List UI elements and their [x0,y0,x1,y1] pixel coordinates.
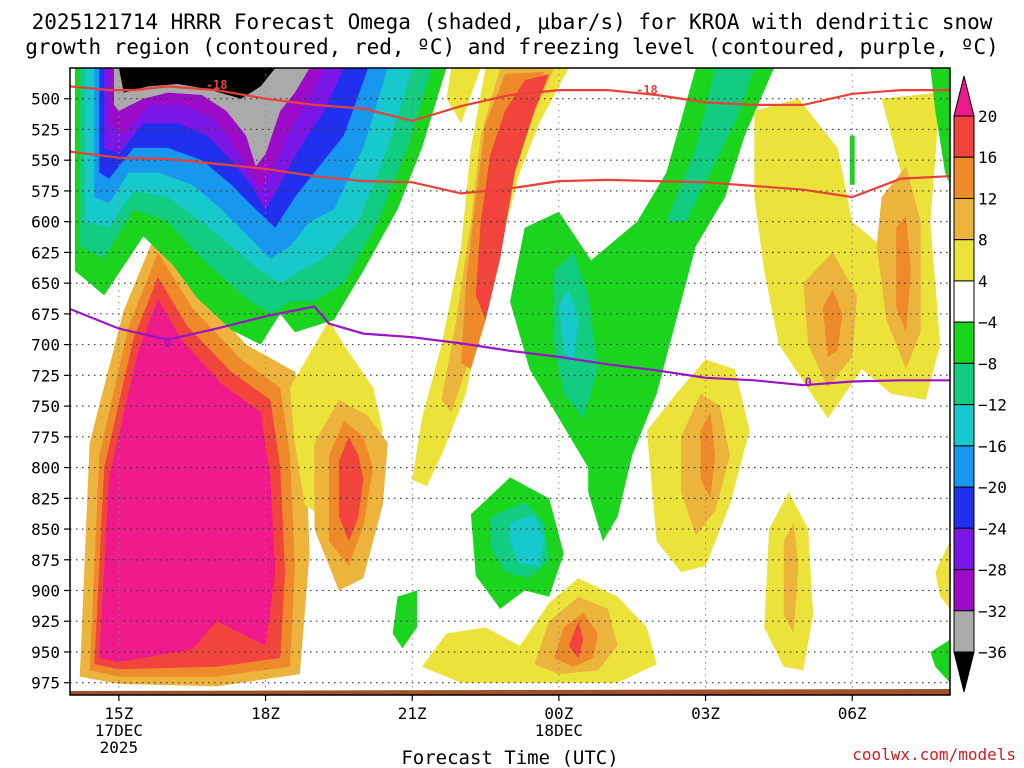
ytick-label-950: 950 [31,643,60,662]
chart-title-line1: 2025121714 HRRR Forecast Omega (shaded, … [32,10,993,34]
dgz-label-1: -18 [636,83,658,97]
y-axis-ticks: 500 525 550 575 600 625 650 675 700 725 750 775 800 8… [31,90,70,693]
colorbar-bin-8 [953,197,975,241]
omega-region-32 [896,215,911,333]
x-axis-label: Forecast Time (UTC) [401,747,618,768]
colorbar-label-9: −20 [978,478,1007,497]
colorbar-label-5: −4 [978,313,997,332]
colorbar-bin--8 [953,321,975,364]
colorbar-bin-16 [953,115,975,158]
dgz-contour-1 [70,150,950,199]
omega-region-34 [783,522,799,634]
xtick-sub1-00Z: 18DEC [535,721,583,740]
colorbar-bin--32 [953,569,975,612]
freezing-label-0: 0 [164,336,171,350]
colorbar-label-1: 16 [978,148,997,167]
omega-region-24 [568,621,584,659]
omega-region-36 [849,135,855,185]
omega-region-7 [338,436,364,542]
colorbar-bin--36 [953,610,975,653]
ytick-label-750: 750 [31,397,60,416]
ytick-label-675: 675 [31,305,60,324]
colorbar-top-cap [953,75,975,117]
grid-lines [70,68,950,695]
colorbar-label-0: 20 [978,107,997,126]
omega-region-35 [935,541,950,609]
colorbar-label-3: 8 [978,231,988,250]
colorbar-bin--12 [953,362,975,406]
ytick-label-975: 975 [31,674,60,693]
colorbar-bin-4 [953,239,975,282]
ytick-label-850: 850 [31,520,60,539]
ytick-label-800: 800 [31,459,60,478]
omega-region-30 [822,289,843,357]
omega-region-12 [578,68,774,542]
colorbar-label-7: −12 [978,396,1007,415]
terrain-fill [70,689,950,695]
dgz-contour-0 [70,85,950,123]
colorbar-label-12: −32 [978,602,1007,621]
xtick-label-06Z: 06Z [838,704,867,723]
omega-region-3 [99,299,276,662]
omega-region-39 [446,68,481,124]
colorbar-label-6: −8 [978,354,997,373]
ytick-label-500: 500 [31,90,60,109]
omega-region-38 [930,68,950,185]
xtick-label-21Z: 21Z [398,704,427,723]
xtick-sub2-15Z: 2025 [100,738,139,757]
omega-colorbar: 20 16 12 8 4 −4 −8 −12 −16 −20 −24 −28 −32 −36 [953,75,1007,693]
colorbar-label-8: −16 [978,437,1007,456]
colorbar-bottom-cap [953,651,975,693]
ytick-label-900: 900 [31,582,60,601]
contour-lines: -18 -18 0 0 [70,78,950,390]
omega-region-13 [666,68,755,222]
freezing-level-line [70,305,950,387]
omega-region-16 [558,289,579,364]
ytick-label-700: 700 [31,336,60,355]
colorbar-label-2: 12 [978,189,997,208]
ytick-label-575: 575 [31,182,60,201]
xtick-label-00Z: 00Z [544,704,573,723]
omega-region-11 [475,74,550,320]
ytick-label-550: 550 [31,151,60,170]
omega-region-47 [114,68,310,167]
omega-region-48 [118,68,276,99]
colorbar-label-4: 4 [978,272,988,291]
ytick-label-525: 525 [31,120,60,139]
plot-frame [69,67,951,696]
credit-text: coolwx.com/models [852,745,1016,764]
colorbar-bin--28 [953,527,975,571]
ytick-label-825: 825 [31,489,60,508]
xtick-label-18Z: 18Z [251,704,280,723]
xtick-label-15Z: 15Z [104,704,133,723]
colorbar-bin--24 [953,486,975,529]
colorbar-label-13: −36 [978,643,1007,662]
ytick-label-625: 625 [31,243,60,262]
freezing-label-1: 0 [805,376,812,390]
ytick-label-775: 775 [31,428,60,447]
chart-title-line2: growth region (contoured, red, ºC) and f… [25,35,999,59]
colorbar-bin--20 [953,445,975,488]
colorbar-label-10: −24 [978,519,1007,538]
colorbar-bin--4 [953,280,975,323]
dgz-label-0: -18 [206,78,228,92]
omega-region-37 [930,639,950,683]
colorbar-bin--16 [953,404,975,447]
omega-region-19 [510,514,545,566]
colorbar-label-11: −28 [978,561,1007,580]
ytick-label-600: 600 [31,213,60,232]
colorbar-bin-12 [953,156,975,199]
xtick-label-03Z: 03Z [691,704,720,723]
omega-region-27 [700,412,716,499]
ytick-label-650: 650 [31,274,60,293]
xtick-sub1-15Z: 17DEC [95,721,143,740]
ytick-label-725: 725 [31,366,60,385]
omega-shading [74,68,950,687]
terrain-layer [70,689,950,695]
omega-region-20 [392,590,418,649]
ytick-label-875: 875 [31,551,60,570]
ytick-label-925: 925 [31,612,60,631]
